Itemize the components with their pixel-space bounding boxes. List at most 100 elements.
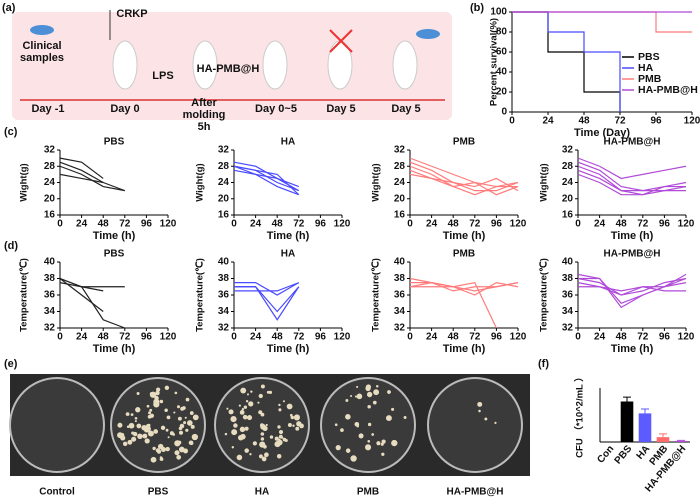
y-tick-label: 16: [218, 210, 230, 221]
x-tick-label: 48: [98, 332, 110, 343]
day-label: Day 5: [391, 103, 421, 115]
series-line: [577, 169, 686, 196]
colony: [192, 414, 199, 421]
colony: [245, 400, 249, 403]
colony: [142, 433, 148, 439]
colony: [391, 439, 398, 447]
y-tick-label: 32: [44, 323, 56, 334]
x-tick-label: 72: [614, 116, 626, 127]
y-tick-label: 100: [490, 7, 507, 18]
series-line: [512, 11, 621, 112]
series-line: [409, 157, 519, 196]
bar: [674, 440, 688, 442]
colony: [293, 414, 300, 421]
x-tick-label: 72: [119, 219, 131, 230]
colony: [127, 439, 133, 445]
colony: [224, 432, 228, 436]
series-line: [409, 173, 518, 196]
y-tick-label: 34: [394, 306, 406, 317]
x-tick-label: 24: [76, 332, 88, 343]
y-tick-label: 36: [218, 290, 230, 301]
panel-label: (f): [538, 358, 549, 370]
colony: [367, 405, 371, 409]
colony: [155, 390, 160, 396]
series-line: [410, 281, 497, 329]
colony: [380, 442, 384, 446]
y-tick-label: 38: [394, 273, 406, 284]
colony: [260, 432, 265, 436]
y-tick-label: 20: [496, 87, 508, 98]
colony: [371, 433, 375, 436]
x-tick-label: 72: [293, 219, 305, 230]
colony: [190, 424, 195, 429]
colony: [278, 403, 281, 407]
x-tick-label: 24: [542, 116, 554, 127]
colony: [350, 394, 353, 398]
y-tick-label: 80: [496, 27, 508, 38]
x-tick-label: 96: [315, 332, 327, 343]
colony: [286, 403, 293, 410]
colony: [179, 423, 185, 429]
x-tick-label: 72: [637, 332, 649, 343]
colony: [149, 408, 153, 412]
series-line: [59, 277, 125, 288]
colony: [240, 387, 247, 394]
x-tick-label: 120: [678, 219, 695, 230]
colony: [152, 446, 156, 451]
x-tick-label: 0: [231, 219, 237, 230]
x-tick-label: 48: [448, 219, 460, 230]
colony: [230, 416, 237, 423]
colony: [134, 420, 137, 423]
colony: [159, 399, 164, 404]
colony: [358, 433, 364, 439]
colony: [174, 391, 178, 395]
colony: [147, 414, 152, 419]
x-tick-label: 0: [575, 219, 581, 230]
dish-label: PMB: [357, 487, 379, 498]
series-line: [577, 165, 686, 192]
colony: [282, 400, 285, 403]
series-line: [233, 161, 300, 188]
series-line: [512, 11, 621, 112]
colony: [231, 429, 238, 436]
legend-label: HA: [638, 62, 654, 74]
colony: [165, 446, 170, 452]
colony: [391, 407, 395, 411]
colony: [265, 423, 268, 427]
y-axis-label: Wight(g): [539, 163, 550, 201]
x-tick-label: 72: [637, 219, 649, 230]
colony: [117, 422, 123, 428]
dish-label: PBS: [148, 487, 169, 498]
chart-title: PMB: [453, 137, 475, 148]
colony: [287, 423, 292, 428]
colony: [185, 397, 190, 402]
y-axis-label: Wight(g): [371, 163, 382, 201]
colony: [190, 441, 194, 445]
x-tick-label: 120: [334, 332, 351, 343]
colony: [174, 450, 180, 456]
y-tick-label: 24: [394, 177, 406, 188]
dish-label: HA: [255, 487, 269, 498]
panel-label: (a): [2, 2, 16, 14]
colony: [284, 439, 287, 442]
y-tick-label: 28: [394, 161, 406, 172]
colony: [260, 384, 265, 389]
bar: [620, 401, 634, 442]
colony: [144, 425, 151, 433]
petri-dish: [427, 377, 523, 473]
series-line: [578, 286, 686, 296]
colony: [172, 433, 176, 436]
x-tick-label: 0: [57, 219, 63, 230]
colony: [164, 408, 168, 412]
series-line: [512, 11, 692, 33]
colony: [269, 435, 274, 439]
colony: [239, 409, 245, 415]
colony: [354, 395, 358, 398]
y-axis-label: Temperature(℃): [371, 258, 382, 332]
colony: [176, 405, 181, 409]
legend-label: PBS: [638, 51, 660, 63]
series-line: [234, 282, 300, 292]
colony: [153, 398, 160, 405]
